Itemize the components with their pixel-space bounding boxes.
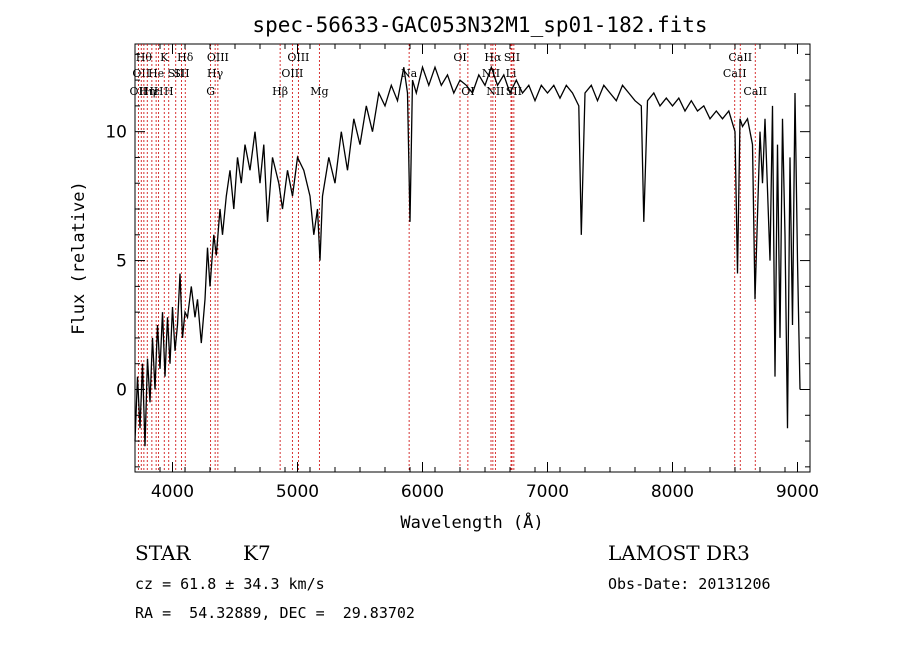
line-marker-label: CaII xyxy=(723,67,747,80)
axis-ticks: 4000 5000 6000 7000 8000 9000 0 5 10 xyxy=(105,44,819,502)
observation-date: Obs-Date: 20131206 xyxy=(608,575,771,593)
line-marker-label: Hθ xyxy=(136,51,153,64)
y-tick-label: 0 xyxy=(116,380,127,400)
line-marker-label: SII xyxy=(504,51,520,64)
x-tick-label: 5000 xyxy=(276,482,319,502)
line-marker-label: Mg xyxy=(310,85,328,98)
line-marker-label: SII xyxy=(506,85,522,98)
line-marker-label: NII xyxy=(486,85,504,98)
line-marker-label: Hη xyxy=(139,85,155,98)
line-marker-label: OIII xyxy=(207,51,229,64)
line-marker-label: Li xyxy=(506,67,517,80)
line-marker-label: OI xyxy=(453,51,466,64)
line-markers: OIIOIIHθHηHεHeHKHSIISIIHδGHγOIIIHβOIIIOI… xyxy=(130,44,767,472)
line-marker-label: OIII xyxy=(287,51,309,64)
line-marker-label: SII xyxy=(168,67,184,80)
line-marker-label: OI xyxy=(461,85,474,98)
y-tick-label: 10 xyxy=(105,123,127,143)
line-marker-label: OIII xyxy=(281,67,303,80)
line-marker-label: CaII xyxy=(728,51,752,64)
x-tick-label: 8000 xyxy=(651,482,694,502)
x-tick-label: 9000 xyxy=(776,482,819,502)
object-subclass: K7 xyxy=(243,541,271,565)
line-marker-label: Hβ xyxy=(272,85,288,98)
line-marker-label: H xyxy=(164,85,174,98)
chart-title: spec-56633-GAC053N32M1_sp01-182.fits xyxy=(252,13,707,37)
x-tick-label: 7000 xyxy=(526,482,569,502)
x-axis-label: Wavelength (Å) xyxy=(400,511,543,533)
line-marker-label: SII xyxy=(173,67,189,80)
y-axis-label: Flux (relative) xyxy=(69,181,89,335)
line-marker-label: CaII xyxy=(743,85,767,98)
line-marker-label: Hα xyxy=(484,51,502,64)
line-marker-label: Hγ xyxy=(207,67,224,80)
line-marker-label: H xyxy=(154,85,164,98)
x-tick-label: 6000 xyxy=(401,482,444,502)
sky-coordinates: RA = 54.32889, DEC = 29.83702 xyxy=(135,604,415,622)
line-marker-label: OII xyxy=(132,67,150,80)
line-marker-label: OII xyxy=(130,85,148,98)
line-marker-label: He xyxy=(148,67,164,80)
x-tick-label: 4000 xyxy=(151,482,194,502)
y-tick-label: 5 xyxy=(116,252,127,272)
plot-frame xyxy=(134,43,811,473)
spectrum-line xyxy=(134,64,801,447)
redshift-velocity: cz = 61.8 ± 34.3 km/s xyxy=(135,575,325,593)
line-marker-label: K xyxy=(160,51,169,64)
line-marker-label: Hδ xyxy=(177,51,194,64)
object-class: STAR xyxy=(135,541,191,565)
survey-name: LAMOST DR3 xyxy=(608,541,750,565)
line-marker-label: G xyxy=(206,85,215,98)
